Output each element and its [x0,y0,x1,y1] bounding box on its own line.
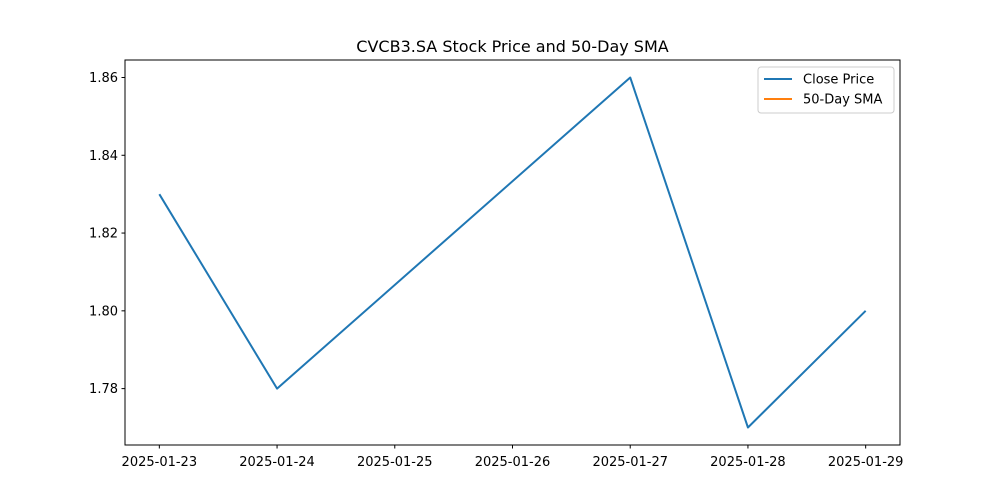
series-line-0 [158,76,867,429]
x-tick-label: 2025-01-27 [592,455,668,470]
y-tick-label: 1.78 [89,382,118,397]
x-tick-label: 2025-01-28 [710,455,786,470]
x-tick-label: 2025-01-25 [357,455,433,470]
series-layer [158,76,867,429]
chart-title: CVCB3.SA Stock Price and 50-Day SMA [356,37,668,56]
legend-label-1: 50-Day SMA [803,93,883,108]
x-tick-label: 2025-01-23 [122,455,198,470]
y-tick-label: 1.80 [89,304,118,319]
x-tick-label: 2025-01-26 [475,455,551,470]
y-tick-label: 1.84 [89,149,118,164]
x-axis: 2025-01-23 2025-01-24 2025-01-25 2025-01-26… [122,445,904,470]
y-axis: 1.78 1.80 1.82 1.84 1.86 [89,71,125,397]
x-tick-label: 2025-01-24 [239,455,315,470]
legend: Close Price 50-Day SMA [757,66,895,114]
y-tick-label: 1.82 [89,227,118,242]
x-tick-label: 2025-01-29 [828,455,904,470]
y-tick-label: 1.86 [89,71,118,86]
legend-label-0: Close Price [803,73,874,88]
plot-area [124,59,901,446]
